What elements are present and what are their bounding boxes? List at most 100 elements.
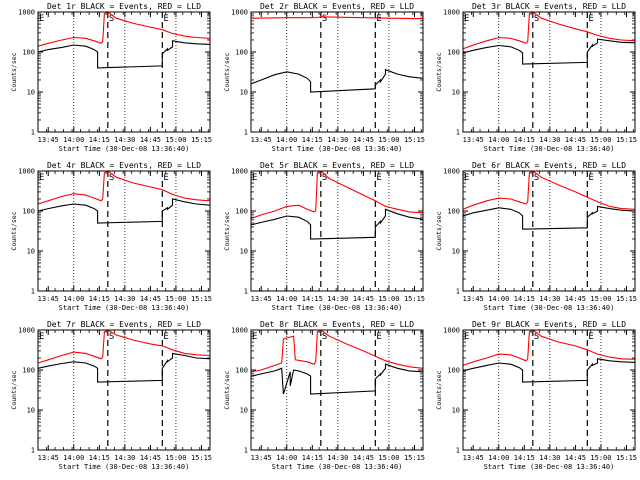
x-tick-label: 14:15: [89, 454, 110, 462]
x-tick-label: 14:30: [539, 136, 560, 144]
series-line-1: [462, 170, 636, 210]
detector-panel-8: Det 8r BLACK = Events, RED = LLD Counts/s…: [223, 320, 425, 471]
x-tick-label: 14:30: [114, 136, 135, 144]
x-tick-label: 13:45: [251, 136, 272, 144]
marker-label: E: [376, 332, 381, 342]
x-tick-label: 15:00: [378, 136, 399, 144]
panel-title: Det 6r BLACK = Events, RED = LLD: [472, 161, 626, 170]
y-tick-label: 100: [235, 208, 248, 216]
y-axis-label: Counts/sec: [223, 52, 231, 91]
x-axis-label: Start Time (30-Dec-08 13:36:40): [484, 463, 615, 471]
y-tick-label: 1000: [443, 9, 460, 17]
x-axis-label: Start Time (30-Dec-08 13:36:40): [484, 304, 615, 312]
x-tick-label: 14:45: [353, 454, 374, 462]
x-tick-label: 15:00: [378, 295, 399, 303]
x-tick-label: 15:00: [165, 136, 186, 144]
plot-frame: [250, 170, 424, 292]
y-tick-label: 10: [452, 248, 460, 256]
series-line-1: [462, 329, 636, 366]
x-tick-label: 14:00: [276, 295, 297, 303]
x-tick-label: 13:45: [251, 454, 272, 462]
y-tick-label: 100: [22, 49, 35, 57]
series-line-2: [250, 208, 424, 240]
y-tick-label: 1000: [231, 9, 248, 17]
x-tick-label: 13:45: [463, 136, 484, 144]
y-tick-label: 100: [22, 367, 35, 375]
y-tick-label: 10: [27, 407, 35, 415]
x-tick-label: 13:45: [463, 295, 484, 303]
x-tick-label: 14:30: [539, 454, 560, 462]
plot-frame: [250, 329, 424, 451]
x-tick-label: 14:30: [114, 454, 135, 462]
y-tick-label: 10: [240, 248, 248, 256]
x-tick-label: 14:45: [565, 295, 586, 303]
x-tick-label: 14:00: [276, 136, 297, 144]
x-tick-label: 15:15: [616, 136, 637, 144]
x-tick-label: 13:45: [463, 454, 484, 462]
y-axis-label: Counts/sec: [223, 370, 231, 409]
detector-panel-9: Det 9r BLACK = Events, RED = LLD Counts/s…: [435, 320, 637, 471]
x-tick-label: 14:45: [140, 295, 161, 303]
x-tick-label: 15:15: [616, 295, 637, 303]
y-tick-label: 10: [452, 89, 460, 97]
y-tick-label: 10: [240, 89, 248, 97]
marker-label: E: [588, 173, 593, 183]
x-tick-label: 14:30: [327, 295, 348, 303]
marker-label: S: [534, 173, 539, 183]
y-tick-label: 1: [244, 447, 248, 455]
panel-title: Det 2r BLACK = Events, RED = LLD: [260, 2, 414, 11]
x-tick-label: 14:30: [327, 454, 348, 462]
series-line-2: [37, 198, 211, 224]
x-tick-label: 13:45: [38, 295, 59, 303]
x-tick-label: 15:15: [191, 136, 212, 144]
marker-label: E: [163, 332, 168, 342]
marker-label: E: [464, 173, 469, 183]
y-tick-label: 1000: [231, 168, 248, 176]
x-tick-label: 14:45: [565, 136, 586, 144]
y-tick-label: 1000: [443, 168, 460, 176]
series-line-2: [37, 40, 211, 69]
marker-label: E: [39, 14, 44, 24]
panel-title: Det 5r BLACK = Events, RED = LLD: [260, 161, 414, 170]
y-tick-label: 1000: [18, 168, 35, 176]
y-tick-label: 100: [447, 208, 460, 216]
x-tick-label: 14:00: [63, 136, 84, 144]
y-axis-label: Counts/sec: [435, 52, 443, 91]
detector-panel-3: Det 3r BLACK = Events, RED = LLD Counts/s…: [435, 2, 637, 153]
x-tick-label: 14:45: [353, 295, 374, 303]
plot-frame: [37, 170, 211, 292]
series-line-1: [462, 11, 636, 50]
x-tick-label: 14:30: [114, 295, 135, 303]
y-axis-label: Counts/sec: [10, 52, 18, 91]
marker-label: E: [163, 14, 168, 24]
x-tick-label: 14:00: [488, 454, 509, 462]
x-axis-label: Start Time (30-Dec-08 13:36:40): [484, 145, 615, 153]
y-axis-label: Counts/sec: [10, 211, 18, 250]
x-tick-label: 14:30: [327, 136, 348, 144]
detector-panel-1: Det 1r BLACK = Events, RED = LLD Counts/s…: [10, 2, 212, 153]
y-tick-label: 100: [447, 49, 460, 57]
x-tick-label: 14:15: [302, 295, 323, 303]
y-tick-label: 1: [244, 288, 248, 296]
y-axis-label: Counts/sec: [223, 211, 231, 250]
y-tick-label: 1: [456, 447, 460, 455]
x-tick-label: 14:00: [488, 136, 509, 144]
panel-title: Det 4r BLACK = Events, RED = LLD: [47, 161, 201, 170]
x-tick-label: 14:15: [514, 295, 535, 303]
detector-panel-5: Det 5r BLACK = Events, RED = LLD Counts/s…: [223, 161, 425, 312]
y-tick-label: 100: [447, 367, 460, 375]
y-axis-label: Counts/sec: [435, 370, 443, 409]
x-tick-label: 14:15: [89, 295, 110, 303]
detector-panel-2: Det 2r BLACK = Events, RED = LLD Counts/s…: [223, 2, 425, 153]
detector-panel-7: Det 7r BLACK = Events, RED = LLD Counts/s…: [10, 320, 212, 471]
x-tick-label: 13:45: [251, 295, 272, 303]
marker-label: S: [322, 14, 327, 24]
series-line-1: [37, 170, 211, 205]
y-tick-label: 10: [27, 248, 35, 256]
x-tick-label: 14:00: [63, 454, 84, 462]
marker-label: E: [588, 14, 593, 24]
series-line-1: [37, 11, 211, 47]
marker-label: S: [109, 173, 114, 183]
x-tick-label: 14:45: [565, 454, 586, 462]
